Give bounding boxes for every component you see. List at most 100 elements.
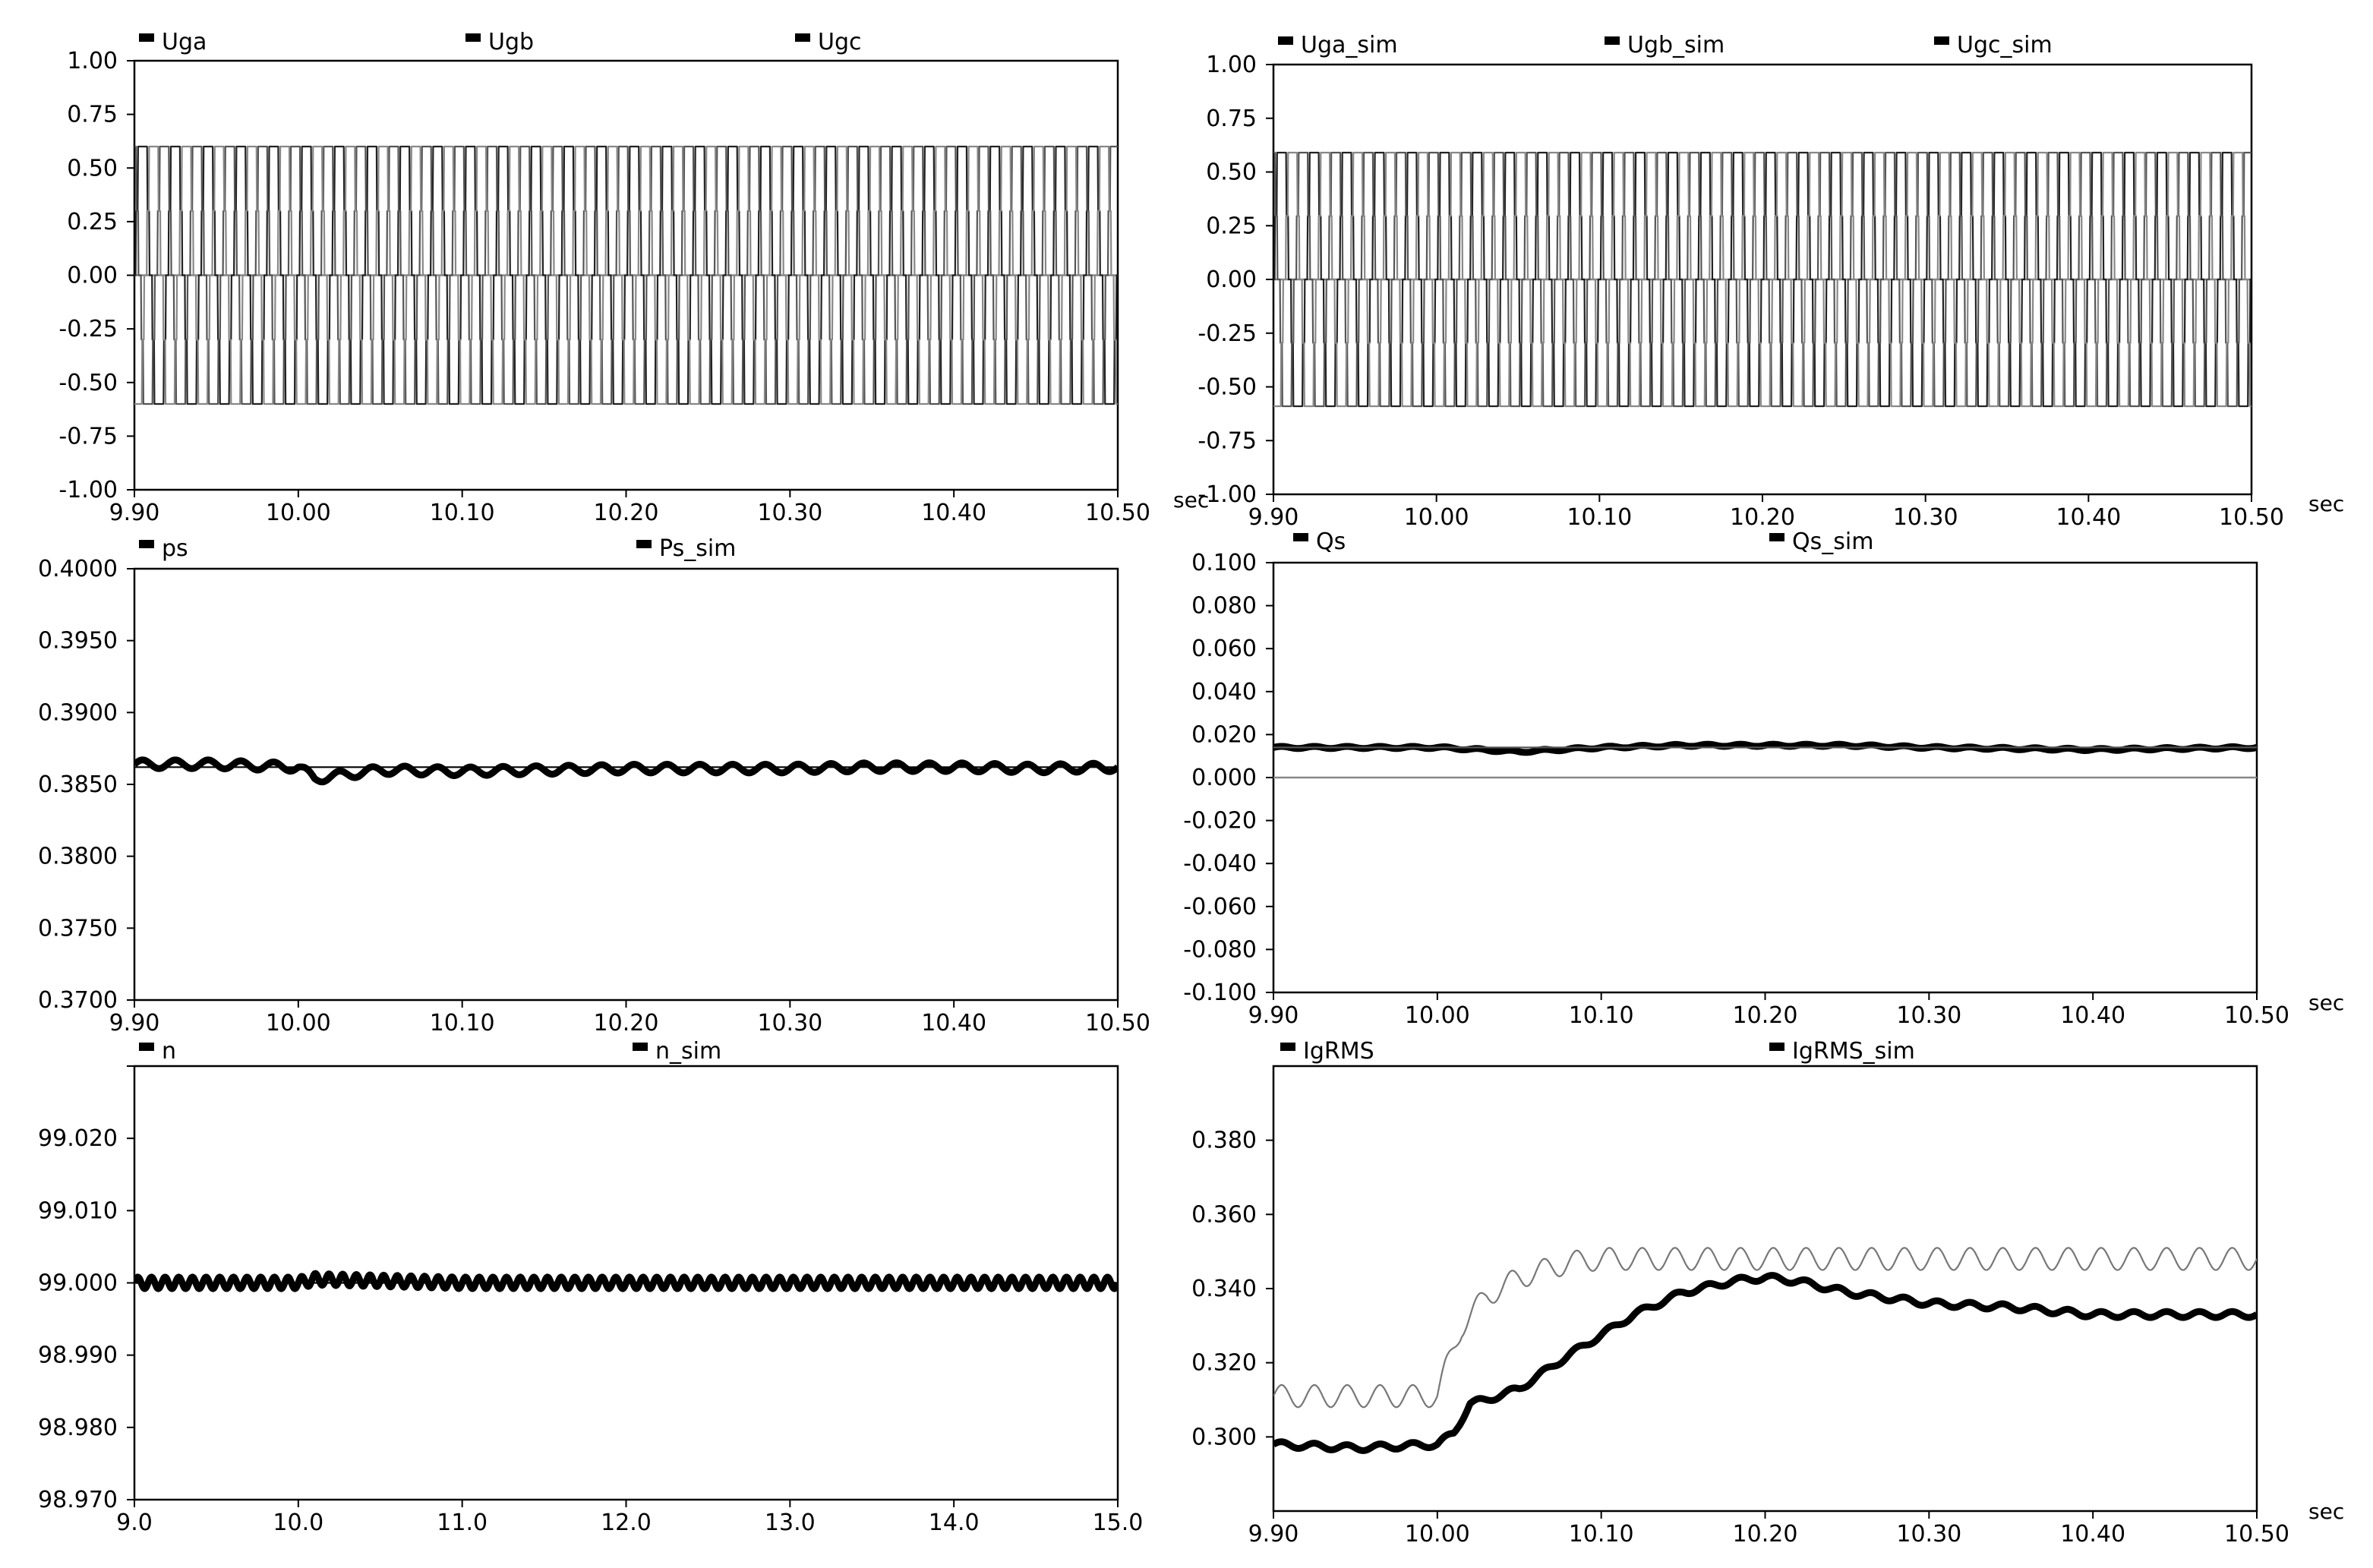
y-tick-label: -0.50 [58,370,118,396]
legend-label: Qs [1316,528,1346,555]
y-tick-label: 0.380 [1191,1128,1257,1154]
y-tick-label: 99.010 [38,1197,118,1224]
x-tick-label: 15.0 [1093,1510,1144,1536]
x-tick-label: 10.20 [1730,504,1795,531]
legend-label: Uga_sim [1301,32,1398,58]
x-tick-label: 10.0 [273,1510,323,1536]
legend-swatch [1605,36,1620,45]
x-tick-label: 12.0 [601,1510,652,1536]
x-tick-label: 10.10 [430,1010,495,1036]
y-tick-label: 0.3800 [38,844,118,870]
chart-bot-right: 0.380 0.360 0.340 0.320 0.300 9.90 10.00 10.10 1… [1191,1038,2344,1547]
y-tick-label: 0.320 [1191,1350,1257,1377]
y-tick-label: 0.4000 [38,556,118,582]
series-line-ugb-sim [1273,151,2252,408]
y-tick-label: 0.3700 [38,987,118,1014]
y-tick-label: 0.020 [1191,721,1257,748]
y-tick-label: -0.040 [1183,850,1257,877]
x-tick-label: 10.40 [921,1010,986,1036]
series-line-igrms [1273,1272,2257,1454]
series-line-ugc [134,145,1118,405]
series-line-ugb [134,145,1118,405]
series-line-uga [134,145,1118,405]
y-tick-label: 0.040 [1191,679,1257,705]
x-tick-label: 10.00 [1405,1521,1470,1547]
y-tick-label: 0.75 [1206,106,1257,132]
y-tick-label: -1.00 [1198,481,1257,508]
legend-swatch [1769,533,1784,541]
x-tick-label: 10.40 [921,500,986,526]
x-tick-label: 10.00 [1404,504,1469,531]
x-tick-label: 10.10 [1569,1521,1634,1547]
x-tick-label: 10.20 [594,500,659,526]
y-tick-label: 0.340 [1191,1276,1257,1302]
x-tick-label: 10.10 [1569,1002,1634,1029]
legend-swatch [1934,36,1949,45]
y-tick-label: 0.300 [1191,1424,1257,1450]
legend-label: Ugc [818,29,862,55]
x-tick-label: 10.30 [1896,1521,1961,1547]
y-tick-label: -0.080 [1183,936,1257,963]
y-tick-label: 99.000 [38,1270,118,1297]
x-tick-label: 14.0 [929,1510,980,1536]
legend-swatch [795,33,810,42]
x-tick-label: 9.90 [109,500,160,526]
plot-frame [133,567,1119,1002]
y-tick-label: -1.00 [58,477,118,503]
x-tick-label: 10.40 [2056,504,2121,531]
x-tick-label: 10.00 [266,500,331,526]
y-tick-label: 0.3900 [38,699,118,726]
legend-label: IgRMS [1303,1038,1374,1065]
x-tick-label: 11.0 [437,1510,488,1536]
x-tick-label: 10.40 [2060,1521,2125,1547]
x-unit-label: sec [2308,491,2344,516]
x-tick-label: 10.30 [1896,1002,1961,1029]
x-unit-label: sec [1173,487,1209,513]
y-tick-label: 0.3950 [38,628,118,655]
x-tick-label: 10.50 [1085,500,1150,526]
x-tick-label: 9.90 [109,1010,160,1036]
legend-swatch [139,540,154,548]
x-tick-label: 10.30 [757,1010,822,1036]
x-tick-label: 10.50 [1085,1010,1150,1036]
series-line-igrms-sim [1273,1247,2257,1409]
y-tick-label: 0.25 [1206,213,1257,239]
y-tick-label: 0.50 [1206,159,1257,186]
y-tick-label: 99.020 [38,1125,118,1152]
x-unit-label: sec [2308,990,2344,1015]
y-tick-label: 98.990 [38,1342,118,1369]
x-tick-label: 9.90 [1248,504,1299,531]
series-line-ugc-sim [1273,151,2252,408]
y-tick-label: -0.100 [1183,980,1257,1006]
legend-label: Uga [162,29,207,55]
legend-swatch [633,1043,648,1051]
legend-label: Qs_sim [1792,528,1873,555]
legend-swatch [139,1043,154,1051]
x-tick-label: 10.00 [266,1010,331,1036]
plot-frame [1272,1065,2258,1513]
legend-swatch [636,540,652,548]
x-tick-label: 10.20 [1733,1521,1798,1547]
y-tick-label: 1.00 [67,48,118,74]
legend-label: Ugb [488,29,534,55]
y-tick-label: 0.100 [1191,550,1257,576]
x-tick-label: 10.50 [2224,1002,2289,1029]
y-tick-label: -0.020 [1183,808,1257,834]
x-tick-label: 10.30 [1893,504,1958,531]
y-tick-label: -0.50 [1198,374,1257,401]
x-tick-label: 10.10 [1567,504,1632,531]
legend-swatch [1278,36,1293,45]
legend-swatch [465,33,481,42]
legend-label: Ugc_sim [1957,32,2053,58]
x-tick-label: 10.10 [430,500,495,526]
y-tick-label: 0.00 [67,263,118,289]
x-tick-label: 10.50 [2219,504,2284,531]
series-line-uga-sim [1273,151,2252,408]
x-tick-label: 9.90 [1248,1002,1299,1029]
y-tick-label: 0.000 [1191,765,1257,791]
x-unit-label: sec [2308,1499,2344,1524]
y-tick-label: 0.3850 [38,771,118,798]
x-tick-label: 10.40 [2060,1002,2125,1029]
